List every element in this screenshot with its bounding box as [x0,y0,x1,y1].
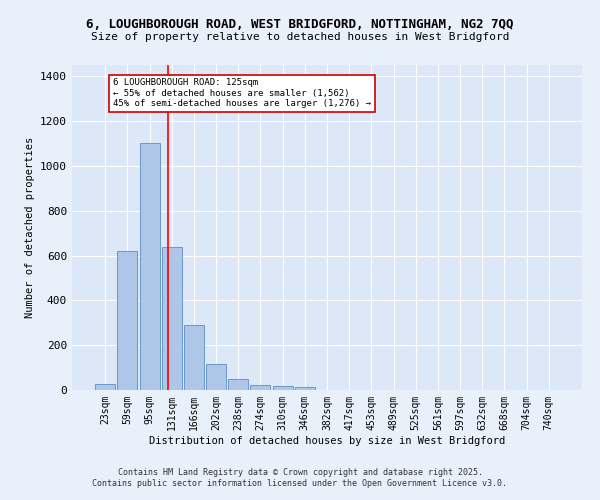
Bar [184,325,204,390]
Y-axis label: Number of detached properties: Number of detached properties [25,137,35,318]
Bar [295,388,315,390]
Bar [206,364,226,390]
Text: Contains HM Land Registry data © Crown copyright and database right 2025.
Contai: Contains HM Land Registry data © Crown c… [92,468,508,487]
Bar [250,385,271,390]
Text: Size of property relative to detached houses in West Bridgford: Size of property relative to detached ho… [91,32,509,42]
Bar [118,251,137,390]
Bar [140,144,160,390]
Bar [95,384,115,390]
Bar [162,246,182,390]
Bar [228,379,248,390]
Text: 6, LOUGHBOROUGH ROAD, WEST BRIDGFORD, NOTTINGHAM, NG2 7QQ: 6, LOUGHBOROUGH ROAD, WEST BRIDGFORD, NO… [86,18,514,30]
X-axis label: Distribution of detached houses by size in West Bridgford: Distribution of detached houses by size … [149,436,505,446]
Bar [272,386,293,390]
Text: 6 LOUGHBOROUGH ROAD: 125sqm
← 55% of detached houses are smaller (1,562)
45% of : 6 LOUGHBOROUGH ROAD: 125sqm ← 55% of det… [113,78,371,108]
